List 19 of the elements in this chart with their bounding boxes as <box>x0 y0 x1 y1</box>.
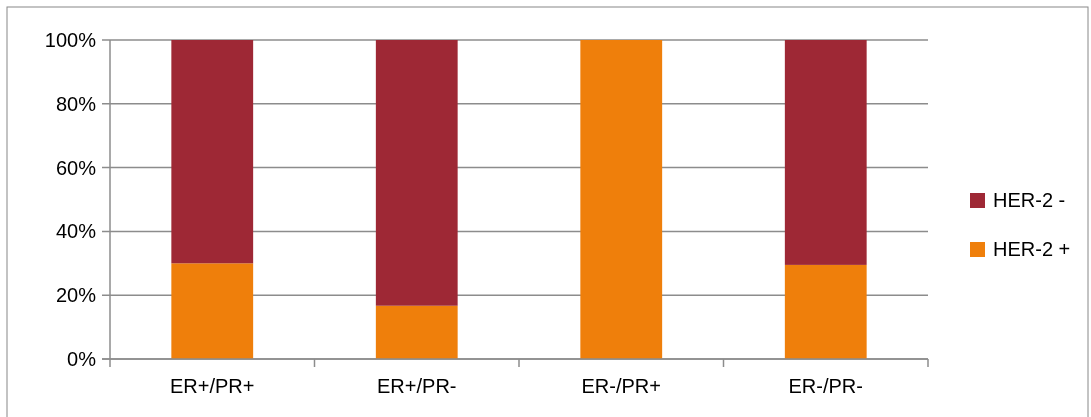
y-tick-label: 80% <box>55 92 97 115</box>
y-tick-label: 40% <box>55 220 97 243</box>
bar <box>580 40 663 359</box>
legend-label: HER-2 + <box>993 238 1071 260</box>
y-tick-label: 100% <box>44 29 97 51</box>
bar <box>784 40 867 265</box>
bar <box>375 305 458 359</box>
x-tick-label: ER-/PR- <box>788 375 863 397</box>
x-tick-label: ER-/PR+ <box>581 375 661 397</box>
x-tick-label: ER+/PR- <box>377 375 457 397</box>
y-tick-label: 60% <box>55 156 97 179</box>
bar <box>171 40 254 264</box>
bar <box>171 263 254 359</box>
y-tick-label: 20% <box>55 284 97 307</box>
legend-label: HER-2 - <box>993 189 1066 211</box>
y-tick-label: 0% <box>67 348 97 370</box>
x-tick-label: ER+/PR+ <box>170 375 255 397</box>
bar <box>784 264 867 359</box>
bar <box>375 40 458 306</box>
